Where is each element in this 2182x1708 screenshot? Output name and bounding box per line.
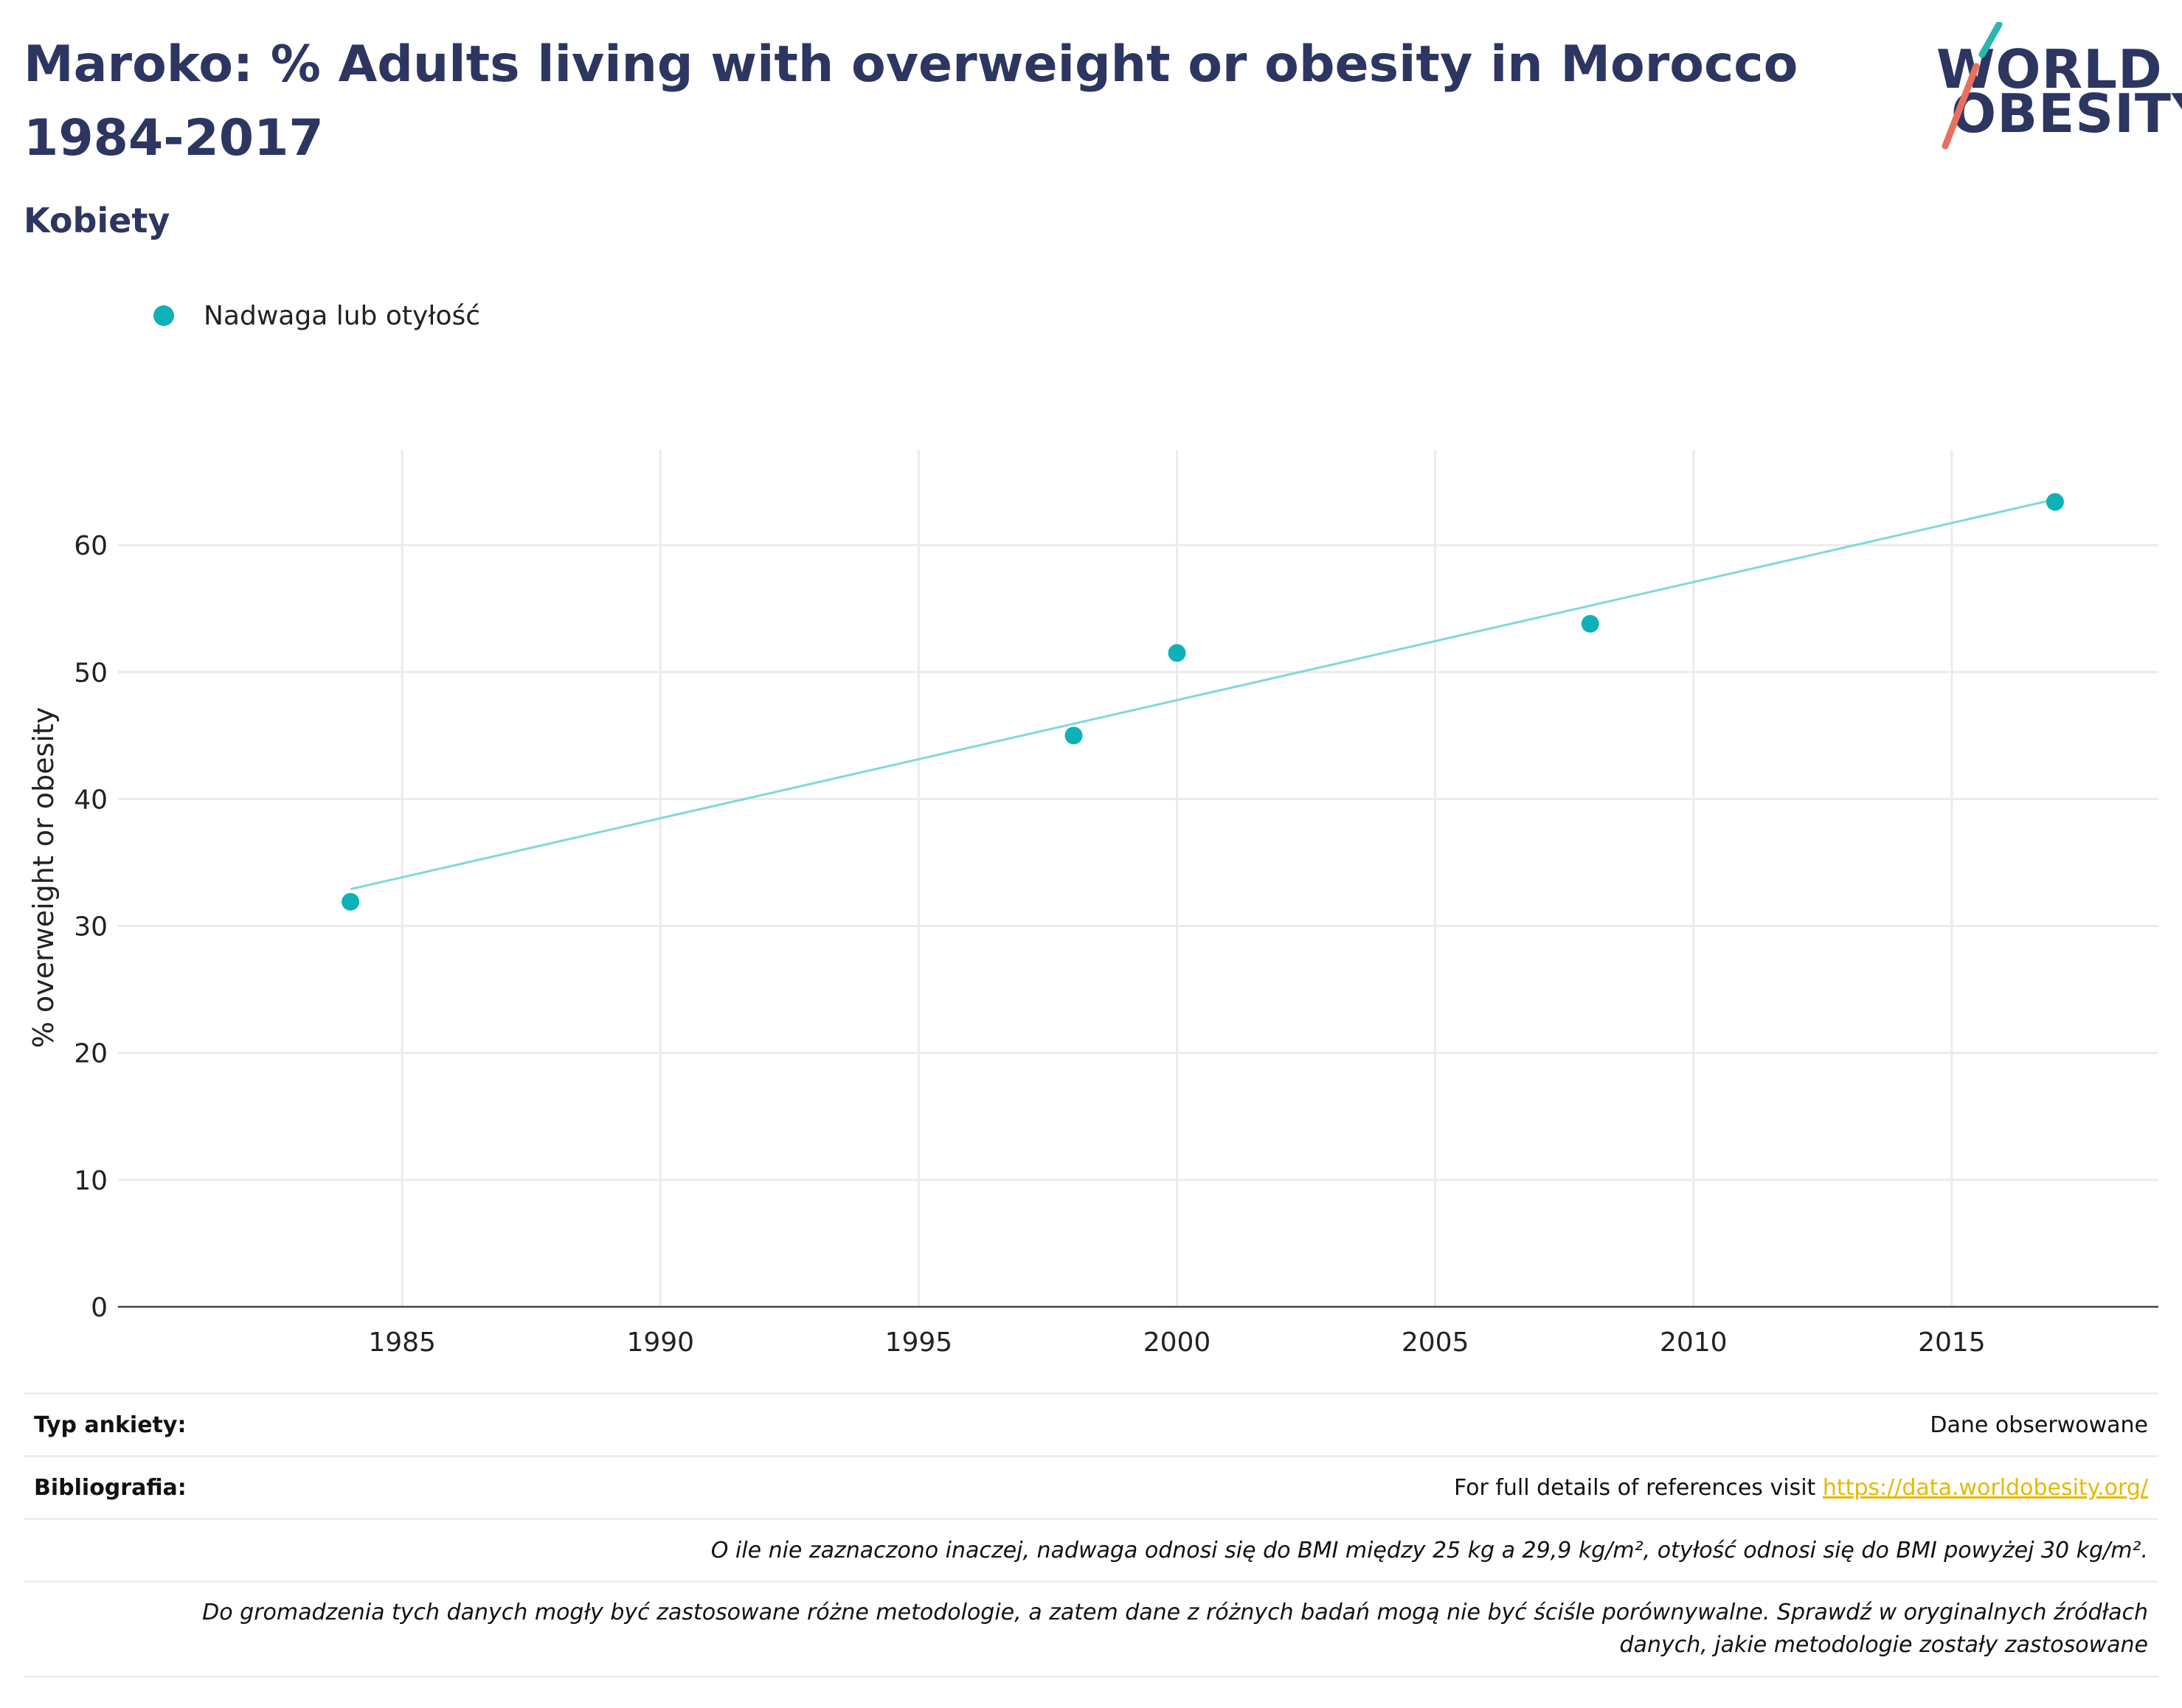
info-table: Typ ankiety: Dane obserwowane Bibliograf… [24, 1392, 2158, 1678]
data-point [1581, 614, 1599, 633]
trendline-layer [350, 498, 2056, 891]
bmi-definition-text: O ile nie zaznaczono inaczej, nadwaga od… [710, 1537, 2148, 1563]
chart-legend[interactable]: Nadwaga lub otyłość [153, 295, 480, 336]
grid-lines [118, 450, 2158, 1307]
x-tick-label: 1990 [626, 1327, 694, 1358]
y-tick-label: 50 [74, 658, 108, 688]
x-tick-label: 2015 [1918, 1327, 1986, 1358]
methodology-line-2: danych, jakie metodologie zostały zastos… [1619, 1632, 2148, 1658]
y-axis-label: % overweight or obesity [27, 707, 60, 1049]
bmi-definition-note: O ile nie zaznaczono inaczej, nadwaga od… [24, 1518, 2158, 1580]
data-point [2046, 493, 2064, 511]
chart-title: Maroko: % Adults living with overweight … [24, 35, 1798, 167]
legend-label: Nadwaga lub otyłość [204, 300, 481, 331]
legend-marker [153, 305, 174, 326]
data-point [342, 892, 360, 911]
x-tick-label: 1985 [368, 1327, 436, 1358]
x-tick-label: 2005 [1402, 1327, 1469, 1358]
methodology-line-1: Do gromadzenia tych danych mogły być zas… [202, 1600, 2148, 1625]
data-point [1168, 644, 1186, 662]
x-tick-label: 1995 [885, 1327, 953, 1358]
y-tick-label: 10 [74, 1166, 108, 1196]
axes: 1985 1990 1995 2000 2005 2010 2015 0 10 20 30 40 50 6… [74, 531, 2158, 1358]
chart-subtitle: Kobiety [24, 201, 170, 240]
methodology-note: Do gromadzenia tych danych mogły być zas… [24, 1580, 2158, 1676]
bibliography-row: Bibliografia: For full details of refere… [24, 1455, 2158, 1518]
info-table-end [24, 1676, 2158, 1678]
y-tick-label: 60 [74, 531, 108, 561]
y-tick-label: 40 [74, 785, 108, 815]
survey-type-value: Dane obserwowane [1930, 1412, 2148, 1438]
data-points [342, 493, 2064, 911]
y-tick-label: 20 [74, 1039, 108, 1069]
y-tick-label: 0 [91, 1293, 108, 1323]
data-point [1064, 726, 1083, 745]
bibliography-text: For full details of references visit [1453, 1474, 1816, 1501]
survey-type-row: Typ ankiety: Dane obserwowane [24, 1392, 2158, 1455]
survey-type-label: Typ ankiety: [34, 1412, 187, 1438]
methodology-text: Do gromadzenia tych danych mogły być zas… [202, 1597, 2148, 1662]
x-tick-label: 2000 [1143, 1327, 1211, 1358]
logo-slash-icon [1942, 22, 2003, 150]
scatter-chart: 1985 1990 1995 2000 2005 2010 2015 0 10 20 30 40 50 6… [27, 450, 2158, 1358]
x-tick-label: 2010 [1660, 1327, 1728, 1358]
bibliography-label: Bibliografia: [34, 1474, 187, 1501]
y-tick-label: 30 [74, 912, 108, 942]
logo-word-obesity: OBESITY [1951, 83, 2182, 145]
bibliography-value: For full details of references visit htt… [1454, 1475, 2148, 1501]
bibliography-link[interactable]: https://data.worldobesity.org/ [1822, 1474, 2148, 1501]
trendline [350, 498, 2056, 891]
world-obesity-logo[interactable]: WORLD OBESITY [1922, 22, 2182, 155]
